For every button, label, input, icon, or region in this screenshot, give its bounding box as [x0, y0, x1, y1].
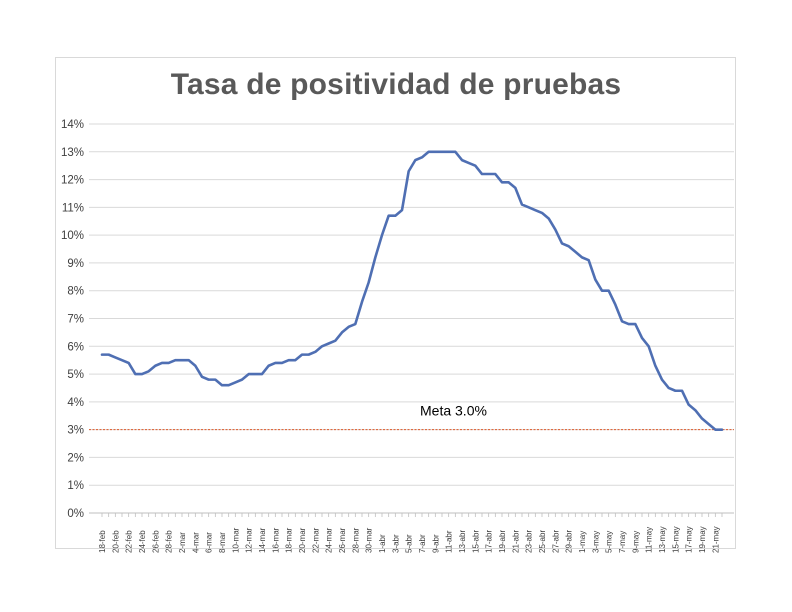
x-tick-label: 15-may — [671, 526, 680, 553]
x-tick-label: 19-may — [698, 526, 707, 553]
x-tick-label: 10-mar — [231, 527, 240, 553]
y-tick-label: 7% — [67, 314, 84, 326]
x-tick-label: 22-feb — [125, 530, 134, 553]
x-tick-label: 13-may — [658, 526, 667, 553]
x-tick-label: 8-mar — [218, 532, 227, 553]
y-tick-label: 3% — [67, 425, 84, 437]
x-tick-label: 11-may — [645, 527, 654, 553]
x-tick-label: 6-mar — [205, 532, 214, 553]
x-tick-label: 16-mar — [271, 527, 280, 553]
y-tick-label: 2% — [67, 452, 84, 464]
x-tick-label: 5-may — [605, 531, 614, 553]
x-tick-label: 20-mar — [298, 527, 307, 553]
x-tick-label: 20-feb — [111, 530, 120, 553]
x-tick-label: 18-mar — [285, 527, 294, 553]
y-tick-label: 4% — [67, 397, 84, 409]
x-tick-label: 28-mar — [351, 527, 360, 553]
series-line — [100, 150, 724, 431]
y-tick-label: 8% — [67, 286, 84, 298]
y-tick-label: 1% — [67, 480, 84, 492]
y-tick-label: 10% — [61, 230, 84, 242]
y-tick-label: 0% — [67, 508, 84, 520]
x-tick-label: 24-feb — [138, 530, 147, 553]
x-tick-label: 5-abr — [405, 534, 414, 553]
y-tick-label: 14% — [61, 119, 84, 131]
x-tick-label: 4-mar — [191, 532, 200, 553]
y-tick-label: 11% — [62, 202, 84, 214]
x-tick-label: 1-abr — [378, 534, 387, 553]
chart-title: Tasa de positividad de pruebas — [170, 68, 622, 101]
x-tick-label: 24-mar — [325, 527, 334, 553]
x-tick-label: 21-abr — [511, 530, 520, 553]
x-tick-label: 22-mar — [311, 527, 320, 553]
reference-line-group: Meta 3.0% — [89, 403, 734, 431]
x-tick-label: 30-mar — [365, 527, 374, 553]
series-group — [100, 150, 724, 431]
x-tick-label: 11-abr — [445, 530, 454, 553]
x-axis: 18-feb 20-feb 22-feb 24-feb 26-feb 28-feb 2-ma… — [89, 512, 734, 553]
y-tick-label: 5% — [67, 369, 84, 381]
x-tick-label: 17-abr — [485, 530, 494, 553]
x-tick-label: 17-may — [685, 526, 694, 553]
gridlines — [89, 123, 734, 486]
x-tick-label: 2-mar — [178, 532, 187, 553]
x-tick-label: 14-mar — [258, 527, 267, 553]
y-tick-label: 12% — [61, 175, 84, 187]
x-tick-label: 1-may — [578, 531, 587, 553]
x-tick-label: 3-may — [591, 531, 600, 553]
y-axis: 0% 1% 2% 3% 4% 5% 6% 7% 8% 9% 10% 11% 12% 13% 14% — [61, 119, 84, 520]
x-tick-label: 25-abr — [538, 530, 547, 553]
x-tick-label: 19-abr — [498, 530, 507, 553]
x-tick-label: 23-abr — [525, 530, 534, 553]
x-tick-label: 26-mar — [338, 527, 347, 553]
x-tick-label: 7-may — [618, 531, 627, 553]
y-tick-label: 9% — [67, 258, 84, 270]
x-tick-label: 21-may — [711, 526, 720, 553]
x-tick-label: 12-mar — [245, 527, 254, 553]
x-tick-label: 26-feb — [151, 530, 160, 553]
x-tick-label: 9-may — [631, 531, 640, 553]
x-tick-label: 9-abr — [431, 534, 440, 553]
y-tick-label: 13% — [61, 147, 84, 159]
reference-line-label: Meta 3.0% — [420, 403, 487, 419]
y-tick-label: 6% — [67, 341, 84, 353]
x-tick-label: 27-abr — [551, 530, 560, 553]
x-tick-label: 29-abr — [565, 530, 574, 553]
x-tick-label: 15-abr — [471, 530, 480, 553]
x-tick-label: 28-feb — [165, 530, 174, 553]
chart-area — [55, 57, 736, 549]
x-tick-label: 7-abr — [418, 534, 427, 553]
x-tick-label: 13-abr — [458, 530, 467, 553]
x-tick-label: 3-abr — [391, 534, 400, 553]
x-tick-label: 18-feb — [98, 530, 107, 553]
